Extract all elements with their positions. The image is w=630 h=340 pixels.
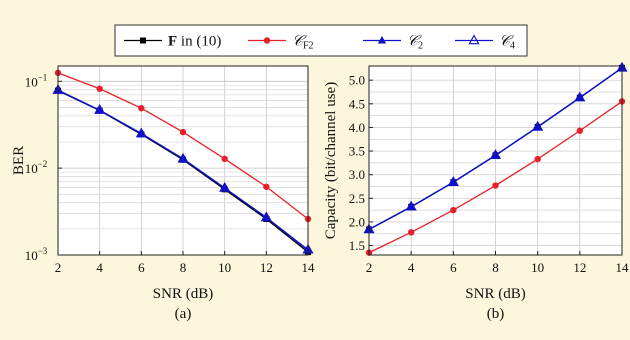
legend-label: F in (10) [168, 34, 221, 50]
y-axis-label: BER [11, 146, 27, 175]
data-point [135, 127, 147, 138]
x-tick-label: 4 [96, 260, 103, 275]
legend-label-subscript: 4 [510, 41, 515, 52]
y-tick-label: 4.0 [349, 120, 365, 135]
grid [368, 66, 623, 255]
y-tick-label: 4.5 [349, 96, 365, 111]
panel-caption: (a) [175, 306, 192, 322]
x-tick-label: 12 [260, 260, 273, 275]
y-tick-label: 3.5 [349, 144, 365, 159]
data-point [221, 155, 228, 163]
legend-item: 𝒞2 [363, 34, 423, 52]
y-tick-base: 10 [25, 161, 38, 176]
x-tick-label: 8 [180, 260, 187, 275]
y-tick-base: 10 [25, 248, 38, 263]
series [54, 69, 312, 223]
x-axis-label: SNR (dB) [465, 286, 525, 302]
y-axis-label: Capacity (bit/channel use) [323, 82, 339, 239]
data-point [492, 182, 499, 189]
data-point [489, 149, 502, 160]
data-point [532, 120, 544, 131]
legend-marker [377, 36, 387, 44]
legend: F in (10) 𝒞F2 𝒞2 𝒞4 [114, 24, 528, 57]
data-point [260, 211, 272, 222]
legend-marker [263, 37, 271, 44]
data-point [447, 176, 459, 186]
y-tick-label: 3.0 [349, 167, 365, 182]
data-point [96, 85, 103, 92]
legend-label-bold: F [168, 34, 177, 50]
x-tick-label: 14 [616, 260, 630, 275]
y-tick-label: 1.5 [349, 238, 365, 253]
x-tick-label: 10 [218, 260, 231, 275]
x-tick-label: 10 [531, 260, 544, 275]
series-line [57, 89, 309, 251]
y-tick-label: 2.5 [349, 191, 365, 206]
data-point [405, 200, 417, 211]
x-tick-label: 6 [450, 260, 457, 275]
x-axis-label: SNR (dB) [153, 286, 213, 302]
panel-caption: (b) [487, 306, 505, 322]
data-point [179, 128, 187, 136]
y-tick-label: 10−2 [25, 159, 48, 176]
data-point [177, 152, 189, 163]
series [363, 61, 628, 234]
data-point [576, 127, 584, 134]
legend-label-subscript: F2 [303, 41, 314, 52]
data-point [574, 91, 586, 102]
x-tick-label: 4 [408, 260, 415, 275]
x-tick-label: 6 [138, 260, 145, 275]
y-tick-label: 5.0 [349, 73, 365, 88]
y-tick-label: 2.0 [349, 214, 365, 229]
data-point [407, 229, 415, 236]
legend-label-subscript: 2 [418, 41, 423, 52]
data-point [94, 104, 106, 114]
legend-label-rest: in (10) [177, 34, 221, 50]
data-point [138, 105, 145, 112]
y-tick-label: 10−3 [25, 246, 48, 263]
x-tick-label: 12 [573, 260, 586, 275]
x-tick-label: 14 [302, 260, 316, 275]
legend-marker [140, 37, 146, 44]
data-point [263, 183, 270, 190]
x-tick-label: 2 [55, 260, 62, 275]
legend-item: F in (10) [124, 34, 221, 50]
y-tick-label: 10−1 [25, 72, 48, 89]
data-point [534, 155, 541, 163]
x-tick-label: 8 [492, 260, 499, 275]
y-tick-base: 10 [25, 74, 38, 89]
series [52, 84, 314, 254]
y-tick-exponent: −1 [38, 72, 48, 82]
y-tick-exponent: −3 [38, 246, 48, 256]
y-tick-exponent: −2 [38, 159, 48, 169]
data-point [219, 181, 231, 192]
chart-panel-b: 2 4 6 8 10 12 14 1.5 2.0 2.5 3.0 3.5 4.0 4.5 5.0 SNR (d… [323, 61, 630, 322]
legend-marker [468, 34, 480, 45]
data-point [450, 206, 457, 214]
x-tick-label: 2 [366, 260, 373, 275]
series-line [368, 67, 623, 231]
